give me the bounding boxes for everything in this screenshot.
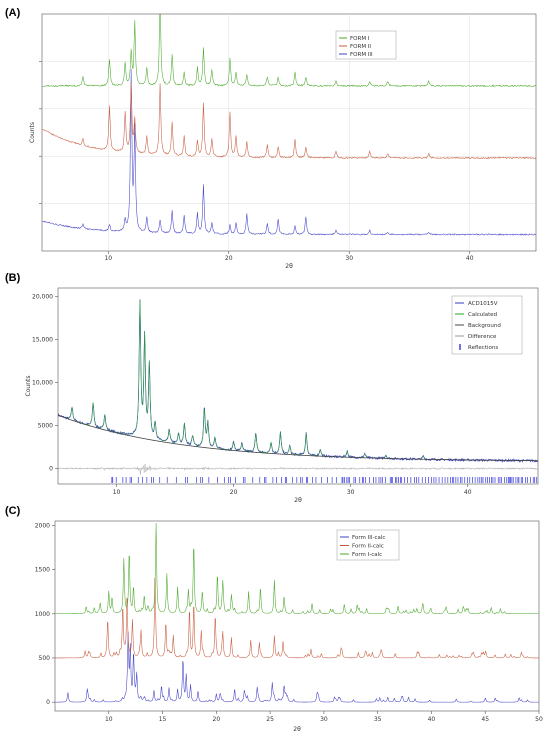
panel-a-series-line — [42, 14, 536, 88]
panel-c-xtick-label: 30 — [320, 716, 328, 723]
panel-c-legend-label: Form I-calc — [352, 552, 382, 558]
panel-b-xtick-label: 30 — [347, 489, 355, 496]
panel-c-label: (C) — [5, 505, 21, 517]
panel-c-xtick-label: 10 — [105, 716, 113, 723]
panel-b-xtick-label: 20 — [230, 489, 238, 496]
panel-c-xtick-label: 20 — [213, 716, 221, 723]
panel-a-legend-label: FORM I — [350, 36, 370, 42]
panel-a-xlabel: 2θ — [285, 263, 293, 270]
panel-a-label: (A) — [5, 7, 21, 19]
panel-b-xlabel: 2θ — [294, 497, 302, 504]
panel-c-ytick-label: 1000 — [35, 611, 50, 618]
panel-a-xtick-label: 10 — [104, 255, 112, 262]
panel-b-legend-label: ACD1015V — [468, 301, 498, 307]
panel-c-ytick-label: 2000 — [35, 522, 50, 529]
panel-a-series-line — [42, 69, 536, 236]
panel-b-difference-line — [58, 463, 538, 475]
panel-a-xtick-label: 40 — [466, 255, 474, 262]
panel-c-series-line — [55, 577, 539, 659]
panel-c-xtick-label: 50 — [535, 716, 543, 723]
panel-a-legend-label: FORM III — [350, 52, 373, 58]
panel-c-series-line — [55, 522, 539, 615]
panel-c-xlabel: 2θ — [293, 726, 301, 733]
panel-a-legend-label: FORM II — [350, 44, 371, 50]
panel-b-legend-label: Calculated — [468, 312, 497, 318]
panel-b-xtick-label: 40 — [464, 489, 472, 496]
panel-b-chart: 10 20 30 40 0 5000 10,000 15,000 20,000 2θ Counts A… — [25, 287, 539, 504]
panel-b-ytick-label: 15,000 — [32, 337, 53, 344]
panel-b-background-line — [58, 414, 538, 462]
panel-c-series-line — [55, 631, 539, 703]
panel-b-legend-label: Difference — [468, 334, 497, 340]
panel-a-ylabel: Counts — [29, 122, 36, 143]
panel-b-xtick-label: 10 — [113, 489, 121, 496]
panel-a-xtick-label: 30 — [345, 255, 353, 262]
panel-c-xtick-label: 35 — [374, 716, 382, 723]
panel-b-ytick-label: 10,000 — [32, 380, 53, 387]
panel-b-label: (B) — [5, 272, 21, 284]
panel-c-legend-label: Form II-calc — [352, 544, 384, 550]
panel-c-xtick-label: 45 — [481, 716, 489, 723]
panel-a-frame — [41, 13, 537, 252]
panel-c-xtick-label: 15 — [159, 716, 167, 723]
panel-a-chart: 10 20 30 40 2θ Counts FORM I FORM II FORM III — [29, 13, 537, 270]
panel-b-ytick-label: 5000 — [38, 423, 53, 430]
panel-a-xtick-label: 20 — [225, 255, 233, 262]
panel-c-ytick-label: 500 — [39, 655, 51, 662]
panel-c-ytick-label: 1500 — [35, 567, 50, 574]
panel-c-xtick-label: 40 — [428, 716, 436, 723]
panel-c-legend-label: Form III-calc — [352, 535, 385, 541]
panel-b-ytick-label: 20,000 — [32, 294, 53, 301]
panel-b-ylabel: Counts — [25, 376, 32, 397]
panel-a-series-line — [42, 82, 536, 160]
panel-b-ytick-label: 0 — [49, 466, 53, 473]
panel-c-xtick-label: 25 — [266, 716, 274, 723]
panel-b-legend-label: Reflections — [468, 345, 498, 351]
panel-c-ytick-label: 0 — [46, 699, 50, 706]
panel-b-legend-label: Background — [468, 323, 501, 329]
panel-c-chart: 10 15 20 25 30 35 40 45 5005001000150020002θForm… — [35, 520, 543, 733]
panel-c-frame — [54, 520, 540, 712]
